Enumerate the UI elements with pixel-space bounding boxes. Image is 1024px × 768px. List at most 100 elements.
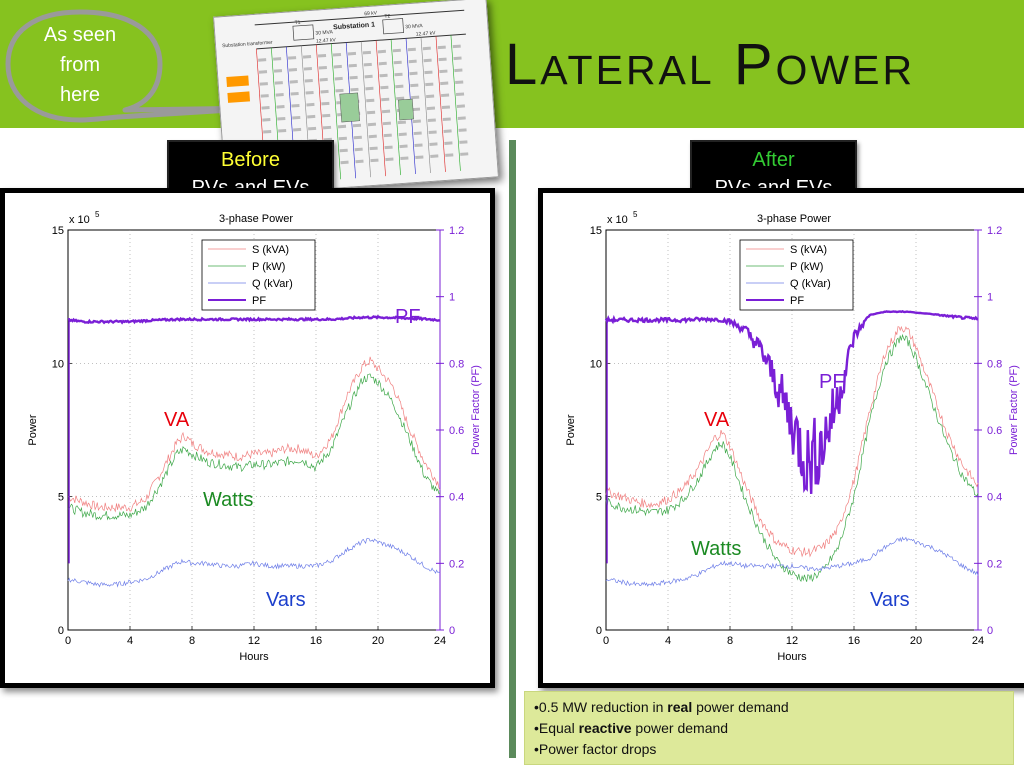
- thumb-feeder-node: [305, 90, 314, 95]
- thumb-feeder-node: [349, 75, 358, 80]
- legend-entry: S (kVA): [252, 244, 289, 256]
- thumb-feeder-node: [334, 76, 343, 81]
- thumb-feeder-line: [435, 36, 446, 172]
- thumb-switch-box: [398, 98, 414, 121]
- thumb-feeder-node: [260, 94, 269, 98]
- thumb-feeder-node: [455, 80, 464, 85]
- x-tick-label: 20: [372, 635, 384, 647]
- thumb-feeder-node: [288, 56, 297, 60]
- thumb-feeder-node: [439, 69, 448, 74]
- thumb-feeder-node: [460, 152, 469, 156]
- thumb-feeder-node: [258, 70, 268, 74]
- thumb-feeder-node: [412, 119, 421, 124]
- thumb-feeder-node: [259, 82, 268, 86]
- thumb-feeder-node: [429, 142, 438, 146]
- thumb-orange-box: [226, 75, 249, 87]
- title-banner: [0, 0, 1024, 128]
- annotation-watts: Watts: [203, 489, 253, 511]
- thumb-feeder-node: [411, 107, 421, 112]
- note-item-2: •Equal reactive power demand: [534, 720, 729, 736]
- legend-entry: P (kW): [790, 261, 823, 273]
- before-label-line1: Before: [221, 149, 280, 171]
- thumb-feeder-node: [383, 133, 392, 138]
- x-tick-label: 24: [434, 635, 446, 647]
- callout-text-line3: here: [59, 84, 101, 106]
- thumb-feeder-node: [441, 105, 451, 110]
- x-tick-label: 16: [848, 635, 860, 647]
- thumb-feeder-node: [367, 122, 377, 127]
- thumb-feeder-node: [457, 116, 466, 120]
- y2-tick-label: 0: [449, 625, 455, 637]
- annotation-va: VA: [164, 409, 190, 431]
- vertical-divider: [509, 140, 516, 758]
- y2-tick-label: 0.8: [449, 358, 464, 370]
- thumb-feeder-node: [426, 94, 435, 99]
- notes-box: •0.5 MW reduction in real power demand •…: [524, 691, 1014, 765]
- callout-text-line2: from: [60, 54, 100, 76]
- y2-tick-label: 0.2: [449, 558, 464, 570]
- thumb-feeder-node: [322, 113, 331, 118]
- thumb-feeder-node: [339, 148, 348, 153]
- y-tick-label: 15: [52, 225, 64, 237]
- y-tick-label: 10: [52, 358, 64, 370]
- thumb-feeder-node: [443, 129, 452, 133]
- thumb-feeder-node: [395, 84, 404, 89]
- thumb-feeder-node: [333, 64, 342, 69]
- before-chart-panel: 0 4 8 12 16 20 24 0 5 10 15 0 0.2 0.4 0.6 0.8 1 1.2 x 10 5 3…: [0, 188, 495, 688]
- note-item-3: •Power factor drops: [534, 741, 657, 757]
- thumb-feeder-node: [276, 105, 285, 109]
- y-tick-label: 0: [596, 625, 602, 637]
- thumb-feeder-line: [330, 43, 342, 180]
- y-axis-label: Power: [565, 414, 577, 446]
- thumb-feeder-node: [321, 101, 330, 106]
- thumb-feeder-node: [452, 44, 461, 49]
- y-tick-label: 0: [58, 625, 64, 637]
- thumb-feeder-node: [424, 70, 433, 75]
- thumb-feeder-node: [409, 71, 418, 76]
- thumb-orange-box: [227, 91, 251, 103]
- thumb-sub-transformer-label: Substation transformer: [222, 40, 273, 50]
- thumb-feeder-node: [304, 78, 313, 83]
- thumb-feeder-node: [415, 155, 424, 160]
- thumb-kv2-label: 12.47 kV: [416, 30, 437, 37]
- series-line: [67, 373, 441, 521]
- thumb-feeder-node: [338, 136, 347, 141]
- thumb-feeder-node: [370, 158, 379, 163]
- thumb-t1-label: T1: [294, 20, 300, 26]
- thumb-feeder-node: [355, 159, 364, 164]
- thumb-feeder-node: [347, 51, 357, 56]
- thumb-feeder-node: [273, 69, 283, 73]
- annotation-watts: Watts: [691, 538, 741, 560]
- x-tick-label: 0: [603, 635, 609, 647]
- thumb-feeder-node: [445, 153, 454, 157]
- thumb-feeder-node: [263, 130, 272, 134]
- annotation-pf: PF: [395, 306, 421, 328]
- thumb-feeder-node: [442, 117, 451, 121]
- series-line: [67, 356, 441, 513]
- x-axis-label: Hours: [239, 651, 269, 663]
- thumb-feeder-node: [410, 83, 419, 88]
- thumb-feeder-node: [365, 86, 374, 91]
- thumb-feeder-node: [258, 58, 267, 62]
- series-line: [67, 314, 441, 325]
- thumb-feeder-node: [335, 88, 344, 93]
- y2-tick-label: 0.4: [987, 492, 1002, 504]
- thumb-feeder-line: [420, 37, 431, 174]
- chart-title: 3-phase Power: [219, 213, 293, 225]
- annotation-vars: Vars: [870, 589, 910, 611]
- thumb-feeder-node: [382, 121, 392, 126]
- thumb-feeder-node: [337, 124, 347, 129]
- y2-tick-label: 0.4: [449, 492, 464, 504]
- thumb-feeder-node: [302, 55, 312, 59]
- annotation-va: VA: [704, 409, 730, 431]
- thumb-feeder-node: [261, 106, 270, 110]
- x-axis-label: Hours: [777, 651, 807, 663]
- thumb-feeder-node: [366, 98, 375, 103]
- thumb-feeder-node: [368, 134, 377, 139]
- thumb-t2-label: T2: [384, 13, 390, 19]
- thumb-feeder-node: [353, 135, 362, 140]
- x-tick-label: 12: [248, 635, 260, 647]
- thumb-feeder-node: [380, 85, 389, 90]
- x-tick-label: 12: [786, 635, 798, 647]
